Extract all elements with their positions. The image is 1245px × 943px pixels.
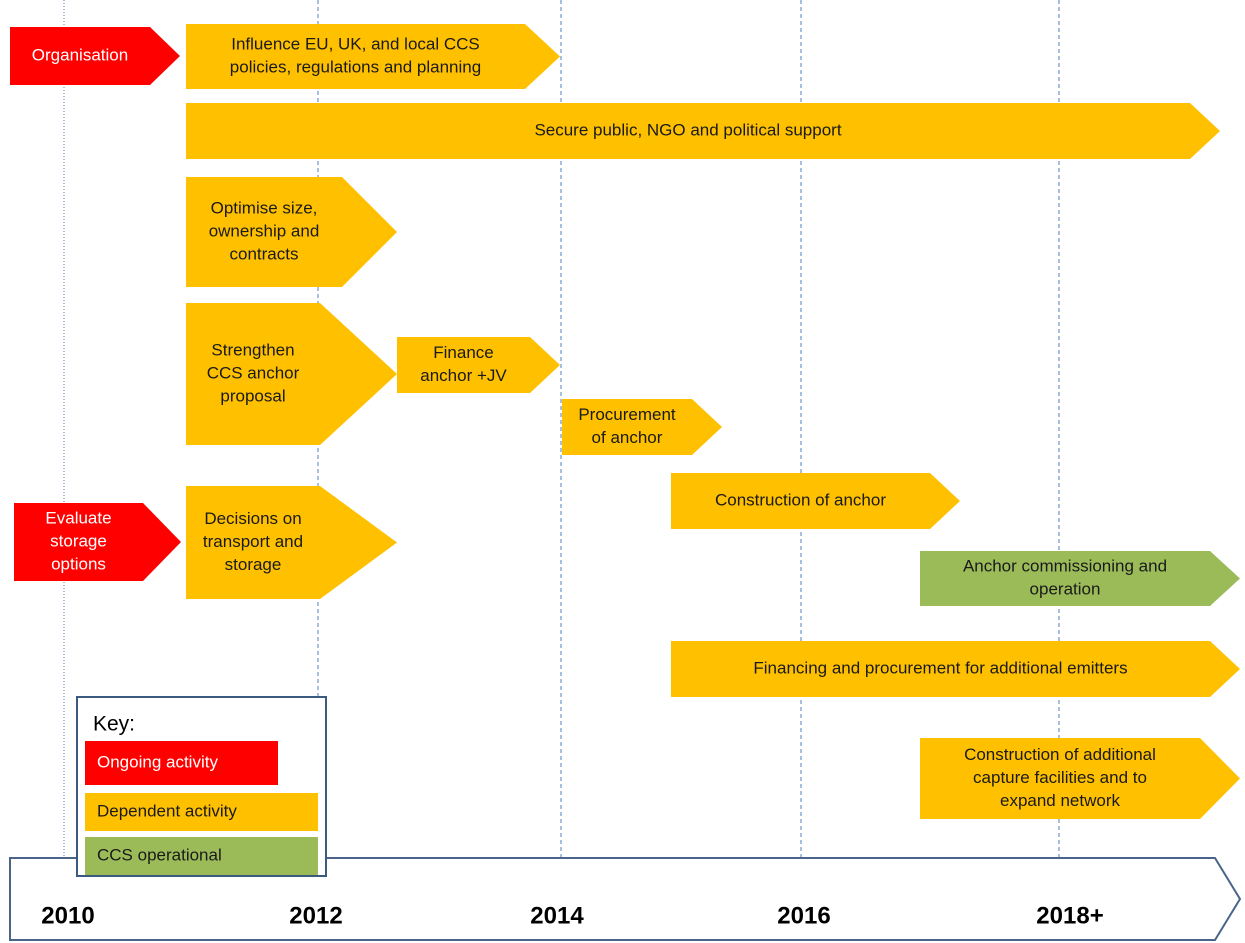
activity-arrow	[186, 177, 397, 287]
key-swatch	[85, 741, 278, 785]
activity-arrow	[186, 103, 1220, 159]
activity-label: Evaluate	[45, 508, 111, 527]
activity: Construction of additional capture facili…	[920, 738, 1240, 819]
year-label: 2018+	[1036, 902, 1103, 929]
year-label: 2010	[41, 902, 94, 929]
activity-label: CCS anchor	[207, 363, 300, 382]
activity: Decisions on transport and storage	[186, 486, 397, 599]
activity-arrow	[671, 641, 1240, 697]
year-label: 2016	[777, 902, 830, 929]
activity-label: storage	[225, 555, 282, 574]
activity-label: Construction of additional	[964, 745, 1156, 764]
activity-label: contracts	[230, 244, 299, 263]
activity-arrow	[186, 486, 397, 599]
activity-arrow	[920, 551, 1240, 606]
activity: Strengthen CCS anchor proposal	[186, 303, 397, 445]
activity-label: Anchor commissioning and	[963, 556, 1167, 575]
activity-label: Organisation	[32, 45, 128, 64]
activity-arrow	[186, 303, 397, 445]
activity-arrow	[14, 503, 181, 581]
activity-label: transport and	[203, 532, 303, 551]
activity-arrow	[562, 399, 722, 455]
activity-label: Decisions on	[204, 509, 301, 528]
activity: Organisation	[10, 27, 180, 85]
activity-label: proposal	[220, 386, 285, 405]
activity-arrow	[10, 27, 180, 85]
activity: Finance anchor +JV	[397, 337, 560, 393]
activity-label: expand network	[1000, 791, 1121, 810]
activity: Optimise size, ownership and contracts	[186, 177, 397, 287]
key-label: Dependent activity	[97, 801, 237, 820]
activity-label: Financing and procurement for additional…	[753, 658, 1127, 677]
activity-label: operation	[1030, 579, 1101, 598]
activity: Financing and procurement for additional…	[671, 641, 1240, 697]
key-swatch	[85, 837, 318, 875]
activity-label: Procurement	[578, 405, 676, 424]
activity: Secure public, NGO and political support	[186, 103, 1220, 159]
year-label: 2012	[289, 902, 342, 929]
activity-label: policies, regulations and planning	[230, 57, 481, 76]
activity-label: Influence EU, UK, and local CCS	[231, 34, 480, 53]
activity-label: ownership and	[209, 221, 320, 240]
activity: Construction of anchor	[671, 473, 960, 529]
key-label: CCS operational	[97, 845, 222, 864]
activity: Procurement of anchor	[562, 399, 722, 455]
key-title: Key:	[93, 713, 135, 736]
timeline-arrow	[9, 857, 1242, 941]
activity-label: Finance	[433, 343, 493, 362]
activity-label: options	[51, 554, 106, 573]
activity: Influence EU, UK, and local CCS policies,…	[186, 24, 560, 89]
activity-label: Optimise size,	[211, 198, 318, 217]
activity-arrow	[397, 337, 560, 393]
activity: Evaluate storage options	[14, 503, 181, 581]
activity-label: Secure public, NGO and political support	[534, 120, 841, 139]
activity-arrow	[186, 24, 560, 89]
year-label: 2014	[530, 902, 584, 929]
activity-label: capture facilities and to	[973, 768, 1147, 787]
activity-arrow	[671, 473, 960, 529]
key-label: Ongoing activity	[97, 752, 218, 771]
activity: Anchor commissioning and operation	[920, 551, 1240, 606]
activity-label: of anchor	[592, 428, 663, 447]
key-swatch	[85, 793, 318, 831]
activity-label: Construction of anchor	[715, 490, 886, 509]
activity-label: Strengthen	[211, 340, 294, 359]
activity-label: storage	[50, 531, 107, 550]
activity-label: anchor +JV	[420, 366, 507, 385]
key: Key: Ongoing activity Dependent activity CC…	[76, 696, 327, 877]
activity-arrow	[920, 738, 1240, 819]
